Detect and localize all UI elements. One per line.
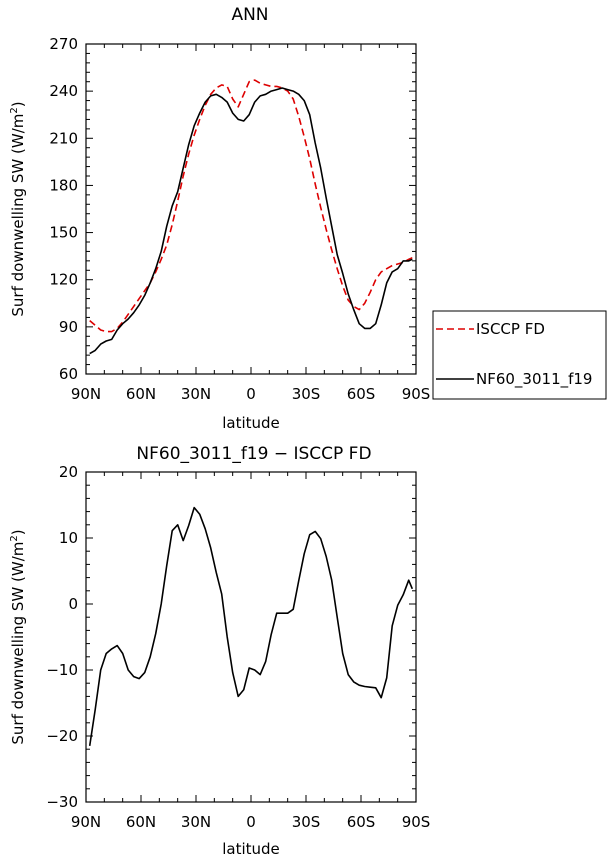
top-series-line-nf60-3011-f19	[89, 87, 413, 355]
bottom-x-tick-label: 60N	[126, 813, 156, 831]
top-y-tick-label: 270	[49, 35, 78, 53]
top-y-axis-title-end: )	[9, 101, 27, 107]
top-series-lines	[89, 79, 413, 355]
top-y-tick-label: 90	[59, 318, 78, 336]
top-plot-frame	[85, 43, 417, 375]
top-y-tick-label: 60	[59, 365, 78, 383]
bottom-panel-title: NF60_3011_f19 − ISCCP FD	[136, 444, 371, 464]
bottom-y-axis-title-sup: 2	[9, 535, 20, 541]
bottom-y-tick-label: 20	[59, 463, 78, 481]
bottom-series-lines	[88, 506, 414, 747]
bottom-y-axis-title-end: )	[9, 529, 27, 535]
bottom-panel: NF60_3011_f19 − ISCCP FD 90N 60N 30N 0 30S 60…	[9, 444, 430, 858]
top-panel: ANN 90N 60N 30N 0 30S 60S 90S 60 90 120 150 180 210 2…	[9, 5, 430, 432]
top-y-tick-label: 180	[49, 176, 78, 194]
bottom-x-tick-label: 30N	[181, 813, 211, 831]
top-y-axis-title-sup: 2	[9, 107, 20, 113]
top-y-tick-label: 150	[49, 224, 78, 242]
top-x-tick-label: 90S	[402, 385, 431, 403]
bottom-y-axis-title: Surf downwelling SW (W/m2)	[9, 529, 27, 744]
legend-box	[432, 310, 607, 400]
top-y-tick-label: 240	[49, 82, 78, 100]
top-y-tick-label: 210	[49, 129, 78, 147]
top-series-line-isccp-fd	[89, 79, 413, 333]
bottom-axis-ticks: 90N 60N 30N 0 30S 60S 90S −30 −20 −10 0 10 20	[46, 463, 430, 831]
legend: ISCCP FD NF60_3011_f19	[432, 310, 607, 400]
bottom-plot-frame	[85, 471, 417, 803]
top-x-tick-label: 90N	[71, 385, 101, 403]
bottom-x-tick-label: 0	[246, 813, 256, 831]
bottom-x-tick-label: 30S	[292, 813, 321, 831]
bottom-x-tick-label: 60S	[347, 813, 376, 831]
bottom-x-axis-title: latitude	[222, 840, 280, 858]
bottom-y-tick-label: 10	[59, 529, 78, 547]
bottom-y-tick-label: −30	[46, 793, 78, 811]
top-x-tick-label: 60S	[347, 385, 376, 403]
top-x-tick-label: 30N	[181, 385, 211, 403]
top-x-tick-label: 60N	[126, 385, 156, 403]
bottom-y-tick-label: 0	[68, 595, 78, 613]
top-x-axis-title: latitude	[222, 414, 280, 432]
legend-label-isccp: ISCCP FD	[476, 320, 545, 338]
bottom-x-tick-label: 90S	[402, 813, 431, 831]
top-y-axis-title: Surf downwelling SW (W/m2)	[9, 101, 27, 316]
bottom-y-tick-label: −20	[46, 727, 78, 745]
bottom-y-axis-title-main: Surf downwelling SW (W/m	[9, 542, 27, 745]
top-panel-title: ANN	[231, 5, 268, 25]
top-axis-ticks: 90N 60N 30N 0 30S 60S 90S 60 90 120 150 180 210 240 27…	[49, 35, 430, 403]
legend-label-nf60: NF60_3011_f19	[476, 370, 592, 389]
bottom-x-tick-label: 90N	[71, 813, 101, 831]
bottom-series-line-difference	[88, 506, 414, 747]
top-y-axis-title-main: Surf downwelling SW (W/m	[9, 114, 27, 317]
top-x-tick-label: 30S	[292, 385, 321, 403]
top-x-tick-label: 0	[246, 385, 256, 403]
bottom-y-tick-label: −10	[46, 661, 78, 679]
top-y-tick-label: 120	[49, 271, 78, 289]
